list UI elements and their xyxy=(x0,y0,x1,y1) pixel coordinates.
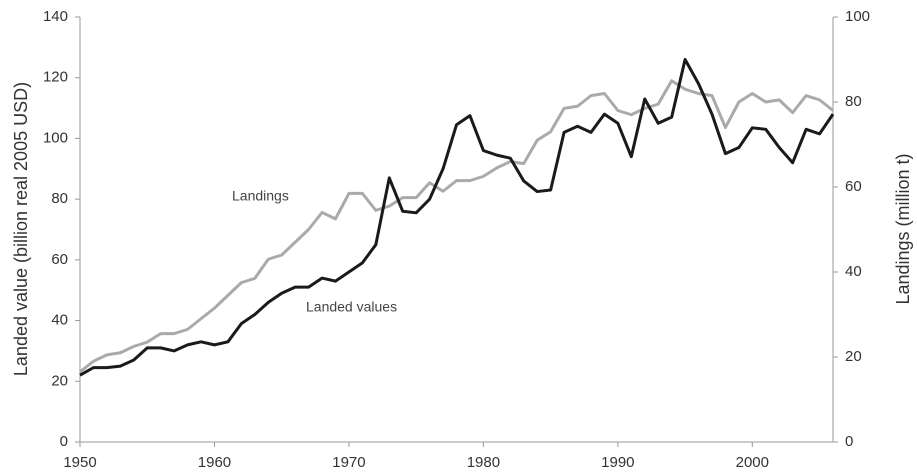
y-axis-label: Landed value (billion real 2005 USD) xyxy=(11,82,31,376)
series-annotation: Landed values xyxy=(306,299,397,315)
y-tick-label: 60 xyxy=(51,251,68,268)
y2-tick-label: 100 xyxy=(845,8,870,25)
y2-tick-label: 0 xyxy=(845,433,853,450)
y-tick-label: 140 xyxy=(43,8,68,25)
x-tick-label: 1970 xyxy=(332,454,365,471)
y2-tick-label: 80 xyxy=(845,93,862,110)
axes xyxy=(79,17,834,443)
y-tick-label: 0 xyxy=(60,433,68,450)
series-annotation: Landings xyxy=(232,188,289,204)
y2-axis-label: Landings (million t) xyxy=(893,153,913,304)
x-tick-label: 1960 xyxy=(198,454,231,471)
y-tick-label: 40 xyxy=(51,312,68,329)
x-tick-label: 2000 xyxy=(736,454,769,471)
y-tick-label: 120 xyxy=(43,69,68,86)
y-tick-label: 100 xyxy=(43,129,68,146)
series-line xyxy=(79,79,834,374)
y-tick-label: 20 xyxy=(51,372,68,389)
x-tick-label: 1980 xyxy=(467,454,500,471)
x-tick-label: 1990 xyxy=(601,454,634,471)
x-tick-label: 1950 xyxy=(63,454,96,471)
y-tick-label: 80 xyxy=(51,190,68,207)
y2-tick-label: 40 xyxy=(845,263,862,280)
y2-tick-label: 60 xyxy=(845,178,862,195)
y2-tick-label: 20 xyxy=(845,348,862,365)
series-line xyxy=(79,58,835,377)
